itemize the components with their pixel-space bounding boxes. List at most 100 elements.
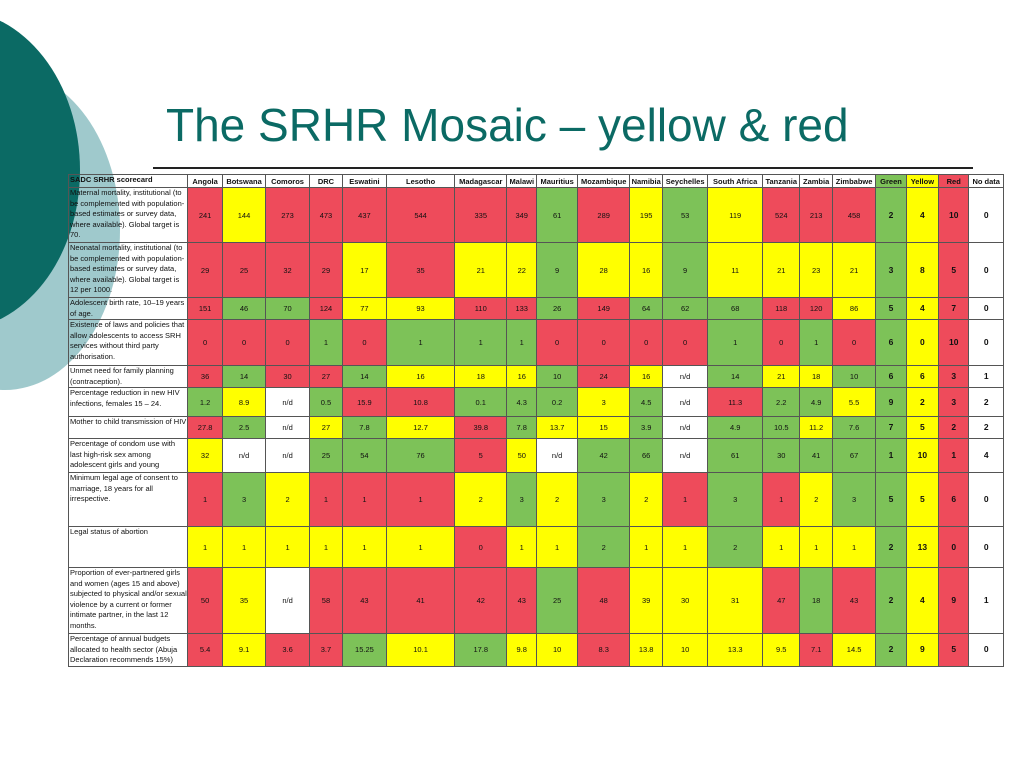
country-header: DRC — [308, 174, 344, 188]
score-cell: 1 — [187, 472, 223, 527]
score-cell: 1 — [308, 472, 344, 527]
table-row: Percentage reduction in new HIV infectio… — [67, 387, 1004, 417]
table-row: Mother to child transmission of HIV 27.8 2… — [67, 416, 1004, 439]
country-header: South Africa — [707, 174, 764, 188]
score-cell: 0 — [831, 319, 877, 366]
summary-count: 2 — [875, 187, 907, 243]
score-cell: 67 — [831, 438, 877, 473]
score-cell: 14 — [707, 365, 764, 388]
score-cell: 458 — [831, 187, 877, 243]
score-cell: 16 — [629, 242, 663, 298]
score-cell: 1 — [707, 319, 764, 366]
score-cell: 1 — [187, 526, 223, 568]
score-cell: 18 — [799, 567, 833, 634]
score-cell: 241 — [187, 187, 223, 243]
scorecard-table-wrapper: SADC SRHR scorecard Angola Botswana Comoros… — [67, 174, 1004, 667]
score-cell: 18 — [799, 365, 833, 388]
score-cell: 3.7 — [308, 633, 344, 667]
score-cell: n/d — [661, 438, 709, 473]
country-header: Eswatini — [342, 174, 387, 188]
score-cell: 43 — [506, 567, 538, 634]
table-row: Maternal mortality, institutional (to be… — [67, 187, 1004, 243]
score-cell: n/d — [536, 438, 578, 473]
score-cell: 10.5 — [762, 416, 801, 439]
country-header: Madagascar — [454, 174, 508, 188]
score-cell: 15.25 — [342, 633, 387, 667]
summary-count: 5 — [938, 633, 970, 667]
summary-count: 0 — [905, 319, 940, 366]
country-header: Tanzania — [762, 174, 801, 188]
score-cell: 21 — [762, 242, 801, 298]
indicator-label: Unmet need for family planning (contrace… — [67, 365, 189, 388]
score-cell: 524 — [762, 187, 801, 243]
summary-count: 3 — [938, 365, 970, 388]
summary-count: 6 — [905, 365, 940, 388]
score-cell: 1 — [221, 526, 267, 568]
score-cell: 4.9 — [707, 416, 764, 439]
score-cell: 437 — [342, 187, 387, 243]
score-cell: 149 — [576, 297, 631, 320]
summary-header-yellow: Yellow — [905, 174, 940, 188]
slide-title: The SRHR Mosaic – yellow & red — [166, 99, 849, 151]
summary-count: 10 — [938, 319, 970, 366]
summary-count: 2 — [938, 416, 970, 439]
country-header: Angola — [187, 174, 223, 188]
score-cell: 335 — [454, 187, 508, 243]
score-cell: 110 — [454, 297, 508, 320]
indicator-label: Adolescent birth rate, 10–19 years of ag… — [67, 297, 189, 320]
score-cell: 0 — [762, 319, 801, 366]
score-cell: 5.4 — [187, 633, 223, 667]
summary-count: 10 — [905, 438, 940, 473]
score-cell: n/d — [661, 416, 709, 439]
summary-count: 2 — [968, 416, 1004, 439]
score-cell: 1 — [799, 526, 833, 568]
score-cell: 29 — [187, 242, 223, 298]
score-cell: 16 — [385, 365, 456, 388]
score-cell: 11 — [707, 242, 764, 298]
score-cell: 2.5 — [221, 416, 267, 439]
table-row: Proportion of ever-partnered girls and w… — [67, 567, 1004, 634]
indicator-label: Percentage of condom use with last high-… — [67, 438, 189, 473]
score-cell: 0 — [342, 319, 387, 366]
summary-count: 6 — [875, 365, 907, 388]
score-cell: 3 — [831, 472, 877, 527]
score-cell: 1 — [799, 319, 833, 366]
score-cell: 118 — [762, 297, 801, 320]
score-cell: 42 — [454, 567, 508, 634]
score-cell: 1 — [454, 319, 508, 366]
score-cell: 23 — [799, 242, 833, 298]
score-cell: 5.5 — [831, 387, 877, 417]
score-cell: 2 — [707, 526, 764, 568]
score-cell: 32 — [187, 438, 223, 473]
score-cell: 3 — [506, 472, 538, 527]
country-header: Mauritius — [536, 174, 578, 188]
summary-count: 5 — [938, 242, 970, 298]
score-cell: 3 — [221, 472, 267, 527]
score-cell: 11.3 — [707, 387, 764, 417]
score-cell: 9 — [536, 242, 578, 298]
summary-count: 6 — [875, 319, 907, 366]
summary-count: 1 — [968, 365, 1004, 388]
score-cell: 77 — [342, 297, 387, 320]
summary-count: 0 — [968, 319, 1004, 366]
score-cell: 32 — [265, 242, 310, 298]
score-cell: n/d — [265, 438, 310, 473]
score-cell: 0.5 — [308, 387, 344, 417]
summary-header-no-data: No data — [968, 174, 1004, 188]
score-cell: 53 — [661, 187, 709, 243]
score-cell: 0 — [221, 319, 267, 366]
score-cell: 46 — [221, 297, 267, 320]
table-row: Percentage of condom use with last high-… — [67, 438, 1004, 473]
indicator-label: Neonatal mortality, institutional (to be… — [67, 242, 189, 298]
score-cell: 35 — [221, 567, 267, 634]
score-cell: 7.1 — [799, 633, 833, 667]
score-cell: 10.1 — [385, 633, 456, 667]
score-cell: 1.2 — [187, 387, 223, 417]
summary-count: 2 — [875, 526, 907, 568]
title-divider — [153, 167, 973, 169]
score-cell: n/d — [221, 438, 267, 473]
header-row: SADC SRHR scorecard Angola Botswana Comoros… — [67, 174, 1004, 188]
score-cell: 93 — [385, 297, 456, 320]
table-row: Minimum legal age of consent to marriage… — [67, 472, 1004, 527]
summary-count: 2 — [875, 633, 907, 667]
